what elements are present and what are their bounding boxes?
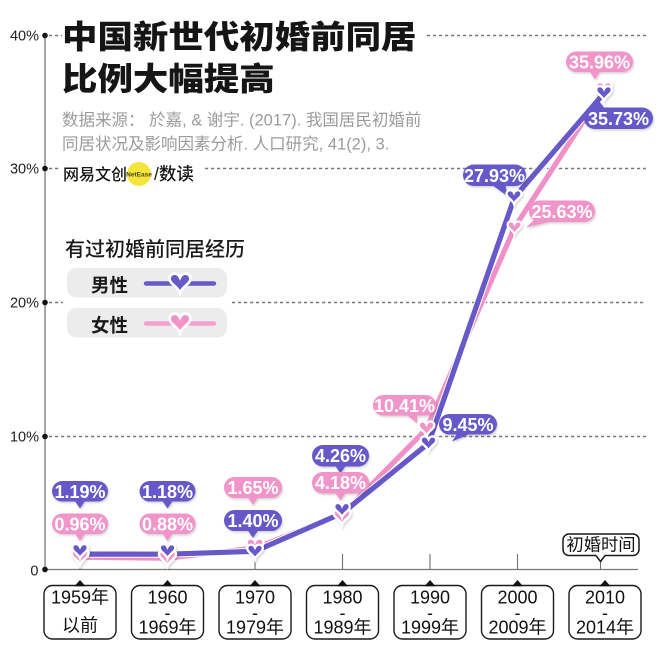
svg-text:0.88%: 0.88% <box>142 514 193 534</box>
svg-text:-: - <box>515 603 521 623</box>
svg-text:网易文创: 网易文创 <box>63 165 127 184</box>
svg-text:4.18%: 4.18% <box>315 473 366 493</box>
svg-text:-: - <box>427 603 433 623</box>
svg-text:1.19%: 1.19% <box>54 482 105 502</box>
svg-text:1990: 1990 <box>410 588 450 608</box>
svg-text:-: - <box>340 603 346 623</box>
svg-text:0: 0 <box>30 564 38 580</box>
svg-text:-: - <box>602 603 608 623</box>
svg-text:数据来源： 於嘉, & 谢宇. (2017). 我国居民初婚: 数据来源： 於嘉, & 谢宇. (2017). 我国居民初婚前 <box>62 111 421 130</box>
svg-text:同居状况及影响因素分析. 人口研究, 41(2), 3.: 同居状况及影响因素分析. 人口研究, 41(2), 3. <box>62 135 389 154</box>
svg-text:35.96%: 35.96% <box>569 52 630 72</box>
svg-text:2009年: 2009年 <box>488 618 546 638</box>
svg-text:初婚时间: 初婚时间 <box>566 535 635 555</box>
svg-text:1979年: 1979年 <box>226 618 284 638</box>
svg-text:2000: 2000 <box>497 588 537 608</box>
svg-text:27.93%: 27.93% <box>464 166 525 186</box>
svg-text:2014年: 2014年 <box>576 618 634 638</box>
svg-text:2010: 2010 <box>585 588 625 608</box>
svg-text:1960: 1960 <box>147 588 187 608</box>
svg-text:/数读: /数读 <box>154 164 194 184</box>
svg-text:25.63%: 25.63% <box>531 202 592 222</box>
svg-text:1969年: 1969年 <box>138 618 196 638</box>
svg-text:以前: 以前 <box>62 616 98 636</box>
svg-text:男性: 男性 <box>91 275 128 296</box>
svg-text:30%: 30% <box>10 162 39 178</box>
svg-text:35.73%: 35.73% <box>588 109 649 129</box>
svg-text:1989年: 1989年 <box>313 618 371 638</box>
svg-text:9.45%: 9.45% <box>442 415 493 435</box>
svg-text:有过初婚前同居经历: 有过初婚前同居经历 <box>65 238 245 261</box>
svg-text:女性: 女性 <box>91 315 128 336</box>
svg-text:10.41%: 10.41% <box>374 396 435 416</box>
svg-text:-: - <box>252 603 258 623</box>
svg-text:1970: 1970 <box>235 588 275 608</box>
svg-text:1.65%: 1.65% <box>227 478 278 498</box>
svg-text:1.18%: 1.18% <box>142 482 193 502</box>
svg-text:10%: 10% <box>10 430 39 446</box>
svg-text:1980: 1980 <box>322 588 362 608</box>
svg-text:1.40%: 1.40% <box>227 511 278 531</box>
svg-text:中国新世代初婚前同居: 中国新世代初婚前同居 <box>62 20 416 56</box>
svg-text:0.96%: 0.96% <box>54 514 105 534</box>
svg-text:1959年: 1959年 <box>51 588 109 608</box>
svg-text:NetEase: NetEase <box>126 172 152 179</box>
svg-text:4.26%: 4.26% <box>315 446 366 466</box>
svg-text:20%: 20% <box>10 296 39 312</box>
svg-text:-: - <box>165 603 171 623</box>
svg-text:1999年: 1999年 <box>401 618 459 638</box>
svg-text:40%: 40% <box>10 29 39 45</box>
svg-text:比例大幅提高: 比例大幅提高 <box>62 62 275 98</box>
